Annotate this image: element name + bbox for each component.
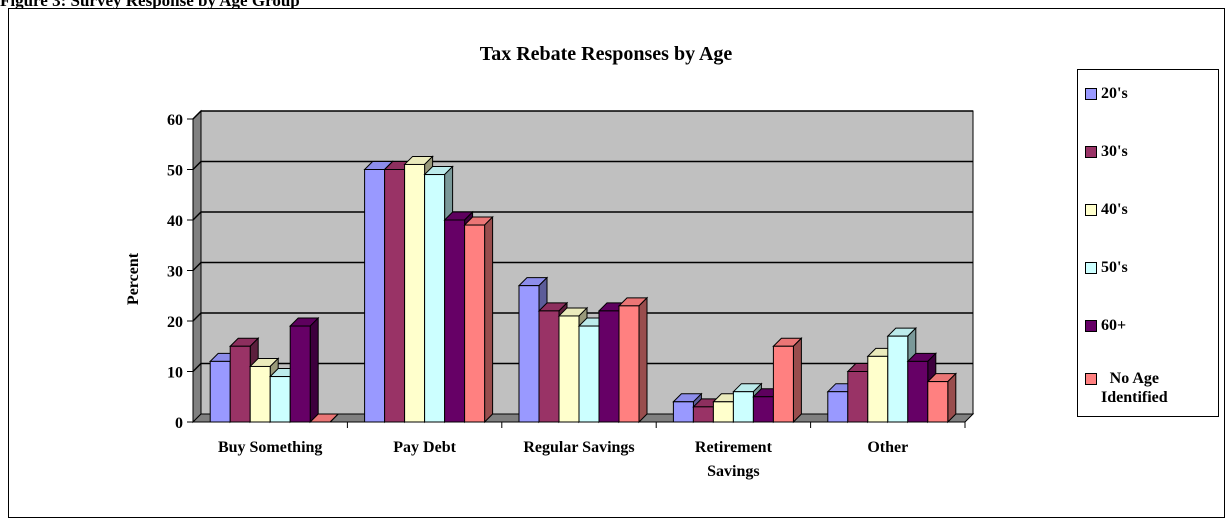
- legend-item: 60+: [1085, 316, 1126, 335]
- bar: [617, 296, 649, 424]
- bar-front: [538, 310, 560, 423]
- x-tick-label: Pay Debt: [393, 439, 456, 456]
- bar-front: [464, 224, 486, 423]
- bar-front: [618, 305, 640, 423]
- y-tick-label: 20: [167, 314, 183, 331]
- legend-label: 20's: [1101, 85, 1128, 102]
- bar-front: [229, 345, 251, 423]
- chart-legend: 20's 30's 40's 50's 60+ No Age Identified: [1077, 69, 1219, 417]
- bar-front: [772, 345, 794, 423]
- legend-label: No Age Identified: [1101, 370, 1168, 406]
- bar-front: [404, 163, 426, 423]
- x-tick-label: Regular Savings: [523, 439, 634, 456]
- bar-side: [792, 337, 802, 424]
- bar-side: [309, 316, 319, 424]
- bar-front: [598, 310, 620, 423]
- legend-label: 30's: [1101, 143, 1128, 160]
- x-tick-label: Retirement: [695, 439, 773, 456]
- bar-front: [692, 406, 714, 423]
- bar-front: [518, 285, 540, 423]
- legend-swatch: [1085, 204, 1097, 216]
- bar-chart: 0 10 20 30 40 50 60 Buy Something Pay Debt Regula…: [125, 43, 975, 480]
- legend-item: No Age Identified: [1085, 369, 1168, 407]
- y-tick-label: 40: [167, 213, 183, 230]
- legend-item: 50's: [1085, 258, 1128, 277]
- bar-front: [827, 391, 849, 423]
- x-tick-label: Other: [867, 439, 908, 456]
- gridline: [192, 160, 973, 170]
- bar-front: [672, 401, 694, 423]
- bar-front: [444, 219, 466, 423]
- bar-front: [209, 360, 231, 423]
- bar-front: [752, 396, 774, 423]
- figure-caption: Figure 3: Survey Response by Age Group: [0, 0, 300, 10]
- gridline: [192, 312, 973, 322]
- gridline: [192, 362, 973, 372]
- legend-swatch: [1085, 88, 1097, 100]
- bar-side: [638, 296, 648, 424]
- bar: [463, 215, 494, 424]
- gridline: [192, 261, 973, 271]
- bar-front: [578, 325, 600, 423]
- bar-front: [384, 169, 406, 423]
- bar: [772, 337, 803, 424]
- gridline: [192, 110, 973, 120]
- legend-item: 30's: [1085, 142, 1128, 161]
- bar-front: [867, 355, 889, 423]
- chart-frame: 0 10 20 30 40 50 60 Buy Something Pay Debt Regula…: [8, 8, 1225, 518]
- bar-side: [484, 215, 494, 424]
- bar: [926, 372, 958, 424]
- y-tick-label: 0: [175, 415, 183, 432]
- bar-side: [947, 372, 957, 424]
- y-tick-label: 10: [167, 365, 183, 382]
- chart-title: Tax Rebate Responses by Age: [480, 43, 733, 65]
- y-tick-label: 50: [167, 163, 183, 180]
- bar-front: [424, 174, 446, 423]
- gridline: [192, 211, 973, 221]
- bar-front: [847, 371, 869, 423]
- legend-swatch: [1085, 262, 1097, 274]
- bar-front: [269, 376, 291, 423]
- y-tick-label: 60: [167, 112, 183, 129]
- bar: [308, 413, 340, 423]
- legend-swatch: [1085, 373, 1097, 385]
- bar-front: [364, 169, 386, 423]
- bar-front: [558, 315, 580, 423]
- bar-front: [927, 381, 949, 423]
- legend-item: 20's: [1085, 84, 1128, 103]
- bar-front: [887, 335, 909, 423]
- y-tick-label: 30: [167, 264, 183, 281]
- x-tick-label: Buy Something: [218, 439, 322, 456]
- bar-front: [907, 360, 929, 423]
- legend-swatch: [1085, 320, 1097, 332]
- legend-label: 60+: [1101, 317, 1127, 334]
- legend-label: 40's: [1101, 201, 1128, 218]
- bar-front: [712, 401, 734, 423]
- bar-side: [329, 413, 339, 423]
- legend-item: 40's: [1085, 200, 1128, 219]
- bar-front: [732, 391, 754, 423]
- y-axis-label: Percent: [125, 252, 142, 305]
- bar-front: [249, 365, 271, 423]
- legend-swatch: [1085, 146, 1097, 158]
- bar: [288, 316, 320, 424]
- x-tick-label: Savings: [707, 463, 759, 480]
- bar-front: [289, 325, 311, 423]
- legend-label: 50's: [1101, 259, 1128, 276]
